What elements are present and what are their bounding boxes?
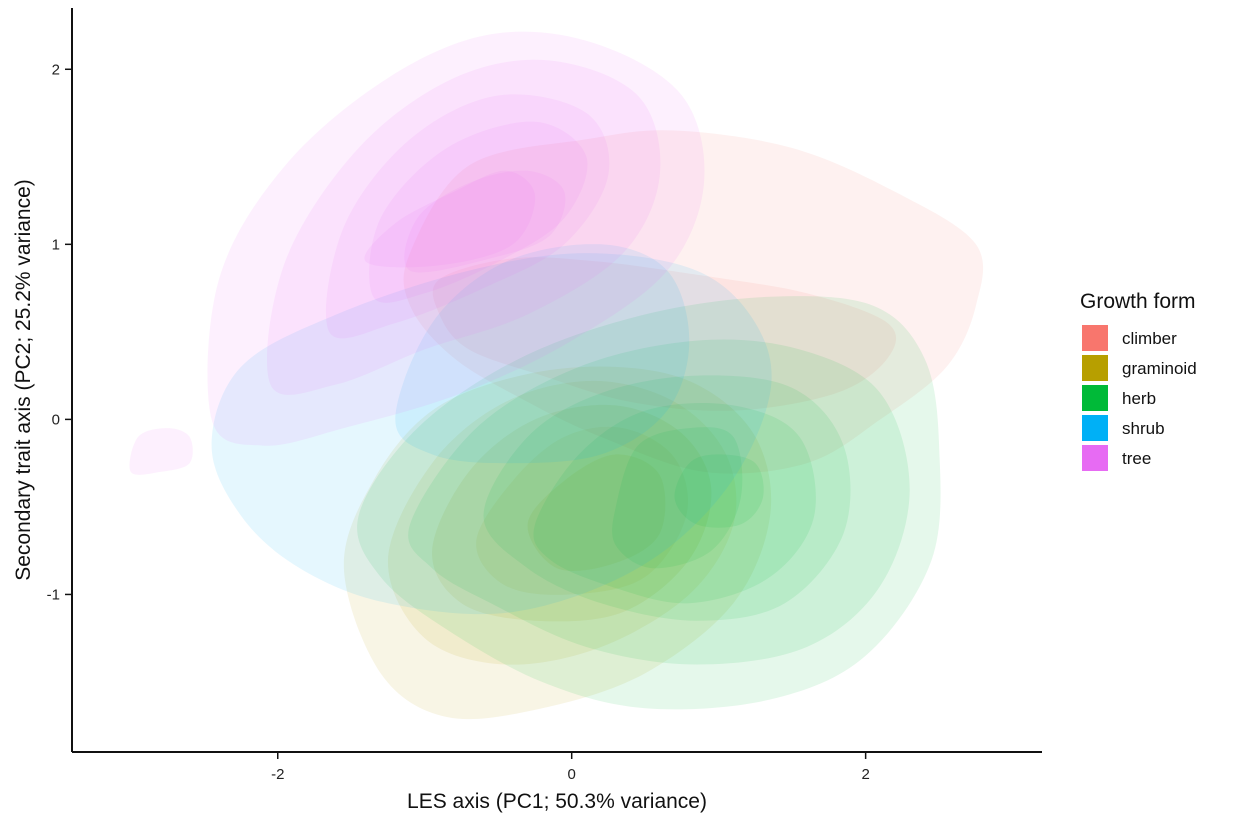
legend-swatch-graminoid <box>1082 355 1108 381</box>
tree-density-level-4 <box>369 121 588 303</box>
series-tree <box>129 428 193 475</box>
y-tick-label: 2 <box>52 61 60 78</box>
tree-density-level-1 <box>207 31 705 446</box>
y-tick-label: 1 <box>52 236 60 253</box>
legend-swatch-climber <box>1082 325 1108 351</box>
shrub-density-level-1 <box>211 253 772 615</box>
graminoid-density-level-2 <box>387 380 737 665</box>
legend-label-tree: tree <box>1122 449 1151 468</box>
legend-label-herb: herb <box>1122 389 1156 408</box>
series-graminoid <box>343 366 772 720</box>
graminoid-density-level-3 <box>432 404 712 622</box>
legend-swatch-shrub <box>1082 415 1108 441</box>
graminoid-density-level-5 <box>527 454 666 571</box>
series-herb <box>357 296 941 710</box>
herb-density-level-5 <box>612 427 743 569</box>
legend-swatch-tree <box>1082 445 1108 471</box>
y-tick-label: 0 <box>52 411 60 428</box>
tree-density-level-6 <box>364 170 536 268</box>
series-climber <box>403 130 984 474</box>
herb-density-level-6 <box>674 454 764 528</box>
legend-label-shrub: shrub <box>1122 419 1165 438</box>
legend-items: climber graminoid herb shrub tree <box>1082 325 1197 471</box>
series-tree <box>207 31 705 446</box>
legend-swatch-herb <box>1082 385 1108 411</box>
density-contour-layer <box>129 31 984 720</box>
tree-density-level-1 <box>129 428 193 475</box>
graminoid-density-level-1 <box>343 366 772 720</box>
herb-density-level-1 <box>357 296 941 710</box>
series-shrub <box>211 244 772 615</box>
x-tick-label: 0 <box>568 766 576 783</box>
tree-density-level-5 <box>404 170 566 273</box>
climber-density-level-1 <box>403 130 984 474</box>
y-axis-ticks: -1 0 1 2 <box>47 61 72 603</box>
legend-label-climber: climber <box>1122 329 1177 348</box>
y-axis-title: Secondary trait axis (PC2; 25.2% varianc… <box>12 179 35 581</box>
herb-density-level-3 <box>483 375 851 621</box>
legend-label-graminoid: graminoid <box>1122 359 1197 378</box>
y-tick-label: -1 <box>47 586 60 603</box>
climber-density-level-2 <box>432 257 897 411</box>
x-tick-label: 2 <box>861 766 869 783</box>
tree-density-level-3 <box>325 94 610 339</box>
legend-title: Growth form <box>1080 290 1196 313</box>
x-axis-title: LES axis (PC1; 50.3% variance) <box>407 790 707 813</box>
graminoid-density-level-4 <box>476 426 689 595</box>
tree-density-level-2 <box>266 59 661 395</box>
x-axis-ticks: -2 0 2 <box>271 752 870 783</box>
herb-density-level-2 <box>408 339 910 665</box>
legend: Growth form climber graminoid herb shrub tre… <box>1080 290 1197 471</box>
x-tick-label: -2 <box>271 766 284 783</box>
herb-density-level-4 <box>533 402 816 604</box>
shrub-density-level-2 <box>395 244 690 464</box>
